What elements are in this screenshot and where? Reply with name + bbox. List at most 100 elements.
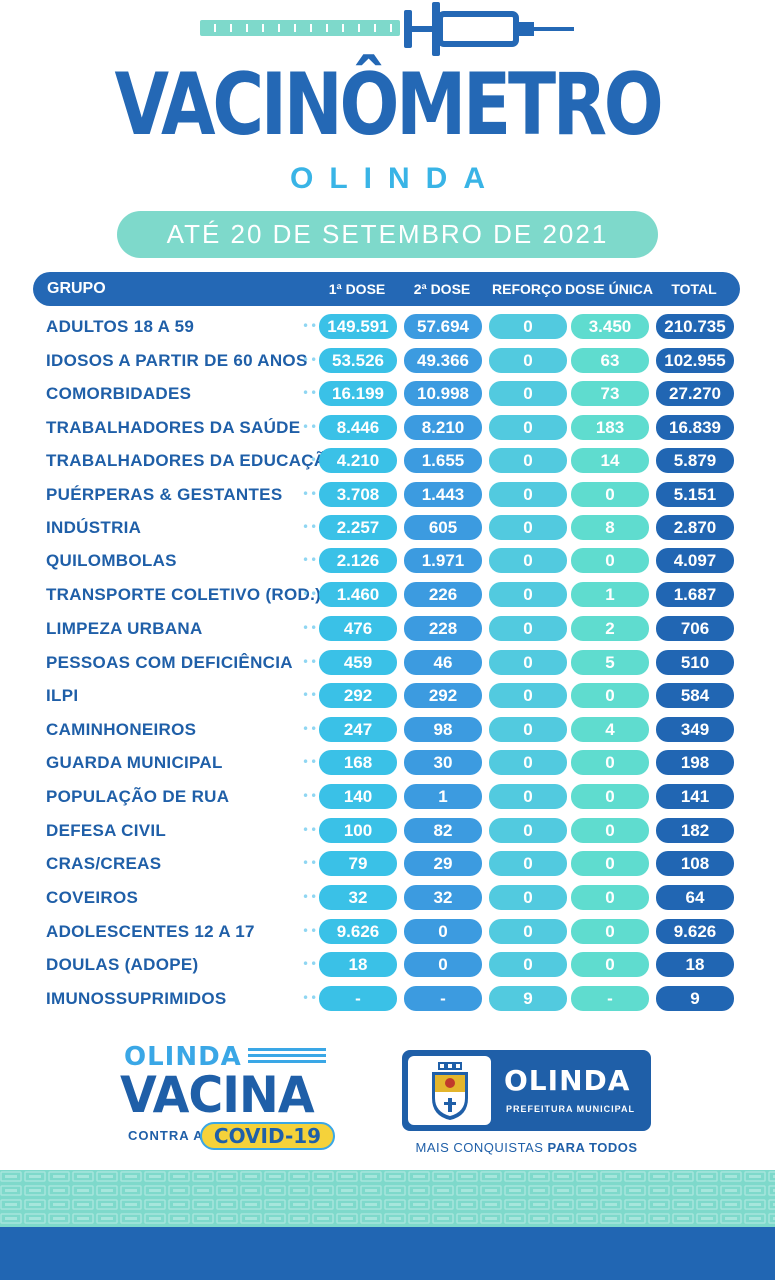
- cell-dose2: 226: [404, 582, 482, 607]
- cell-dose1: 247: [319, 717, 397, 742]
- row-dots: ••: [302, 621, 319, 635]
- cell-dose1: 79: [319, 851, 397, 876]
- cell-total: 64: [656, 885, 734, 910]
- cell-dose-unica: 0: [571, 818, 649, 843]
- cell-dose1: 292: [319, 683, 397, 708]
- row-dots: ••: [302, 553, 319, 567]
- cell-dose-unica: 1: [571, 582, 649, 607]
- cell-dose2: 10.998: [404, 381, 482, 406]
- table-row: POPULAÇÃO DE RUA •• 140 1 0 0 141: [0, 783, 775, 810]
- cell-dose2: 29: [404, 851, 482, 876]
- cell-reforco: 0: [489, 314, 567, 339]
- cell-dose-unica: 3.450: [571, 314, 649, 339]
- cell-dose-unica: 14: [571, 448, 649, 473]
- table-row: PESSOAS COM DEFICIÊNCIA •• 459 46 0 5 510: [0, 649, 775, 676]
- row-dots: ••: [302, 722, 319, 736]
- cell-total: 4.097: [656, 548, 734, 573]
- row-dots: ••: [302, 487, 319, 501]
- cell-total: 349: [656, 717, 734, 742]
- cell-dose-unica: 0: [571, 482, 649, 507]
- table-row: LIMPEZA URBANA •• 476 228 0 2 706: [0, 615, 775, 642]
- cell-reforco: 0: [489, 381, 567, 406]
- row-dots: ••: [302, 957, 319, 971]
- cell-dose-unica: 2: [571, 616, 649, 641]
- column-header-dose2: 2ª DOSE: [413, 281, 471, 297]
- row-dots: ••: [302, 587, 319, 601]
- cell-dose1: 32: [319, 885, 397, 910]
- cell-total: 16.839: [656, 415, 734, 440]
- cell-dose2: -: [404, 986, 482, 1011]
- cell-dose2: 228: [404, 616, 482, 641]
- cell-dose2: 292: [404, 683, 482, 708]
- table-row: INDÚSTRIA •• 2.257 605 0 8 2.870: [0, 514, 775, 541]
- row-label: LIMPEZA URBANA: [46, 619, 203, 638]
- cell-reforco: 0: [489, 885, 567, 910]
- campaign-line3: CONTRA A: [128, 1128, 204, 1143]
- row-label: ADULTOS 18 A 59: [46, 317, 195, 336]
- cell-total: 210.735: [656, 314, 734, 339]
- cell-dose1: -: [319, 986, 397, 1011]
- row-label: CRAS/CREAS: [46, 854, 162, 873]
- cell-total: 1.687: [656, 582, 734, 607]
- crest-icon: [432, 1062, 468, 1120]
- cell-reforco: 9: [489, 986, 567, 1011]
- cell-reforco: 0: [489, 919, 567, 944]
- row-dots: ••: [302, 755, 319, 769]
- cell-dose-unica: 0: [571, 885, 649, 910]
- table-row: TRABALHADORES DA EDUCAÇÃO • 4.210 1.655 0…: [0, 447, 775, 474]
- row-dots: ••: [302, 890, 319, 904]
- cell-total: 27.270: [656, 381, 734, 406]
- cell-dose2: 1.971: [404, 548, 482, 573]
- cell-total: 9: [656, 986, 734, 1011]
- row-label: IDOSOS A PARTIR DE 60 ANOS: [46, 351, 308, 370]
- column-header-total: TOTAL: [671, 281, 717, 297]
- campaign-lines: [248, 1048, 326, 1070]
- table-row: COMORBIDADES •• 16.199 10.998 0 73 27.270: [0, 380, 775, 407]
- cell-dose2: 8.210: [404, 415, 482, 440]
- prefeitura-name: OLINDA: [504, 1064, 631, 1097]
- cell-dose-unica: 73: [571, 381, 649, 406]
- row-dots: ••: [302, 856, 319, 870]
- cell-total: 18: [656, 952, 734, 977]
- column-header-reforco: REFORÇO: [492, 281, 562, 297]
- cell-dose1: 168: [319, 750, 397, 775]
- cell-dose-unica: 183: [571, 415, 649, 440]
- cell-dose1: 140: [319, 784, 397, 809]
- cell-dose-unica: 0: [571, 952, 649, 977]
- table-row: IDOSOS A PARTIR DE 60 ANOS •• 53.526 49.3…: [0, 347, 775, 374]
- page-subtitle: OLINDA: [290, 162, 501, 195]
- table-row: GUARDA MUNICIPAL •• 168 30 0 0 198: [0, 749, 775, 776]
- cell-dose-unica: 63: [571, 348, 649, 373]
- cell-dose-unica: 5: [571, 650, 649, 675]
- cell-total: 510: [656, 650, 734, 675]
- table-row: TRANSPORTE COLETIVO (ROD.) •• 1.460 226 0…: [0, 581, 775, 608]
- cell-total: 108: [656, 851, 734, 876]
- row-label: TRABALHADORES DA SAÚDE: [46, 418, 301, 437]
- slogan-normal: MAIS CONQUISTAS: [415, 1140, 548, 1155]
- cell-total: 182: [656, 818, 734, 843]
- cell-reforco: 0: [489, 448, 567, 473]
- row-label: GUARDA MUNICIPAL: [46, 753, 223, 772]
- row-dots: ••: [302, 420, 319, 434]
- cell-dose1: 4.210: [319, 448, 397, 473]
- cell-dose1: 476: [319, 616, 397, 641]
- row-label: ADOLESCENTES 12 A 17: [46, 922, 255, 941]
- cell-reforco: 0: [489, 348, 567, 373]
- cell-dose1: 2.257: [319, 515, 397, 540]
- campaign-line2: VACINA: [120, 1066, 315, 1124]
- cell-total: 5.879: [656, 448, 734, 473]
- table-row: QUILOMBOLAS •• 2.126 1.971 0 0 4.097: [0, 547, 775, 574]
- cell-total: 5.151: [656, 482, 734, 507]
- cell-reforco: 0: [489, 784, 567, 809]
- cell-dose1: 3.708: [319, 482, 397, 507]
- table-row: ADULTOS 18 A 59 •• 149.591 57.694 0 3.450…: [0, 313, 775, 340]
- cell-dose-unica: 0: [571, 784, 649, 809]
- campaign-line1: OLINDA: [124, 1042, 242, 1072]
- cell-dose1: 2.126: [319, 548, 397, 573]
- table-row: ADOLESCENTES 12 A 17 •• 9.626 0 0 0 9.626: [0, 918, 775, 945]
- cell-dose-unica: 0: [571, 548, 649, 573]
- cell-dose1: 9.626: [319, 919, 397, 944]
- cell-dose2: 0: [404, 952, 482, 977]
- row-label: INDÚSTRIA: [46, 518, 142, 537]
- cell-reforco: 0: [489, 548, 567, 573]
